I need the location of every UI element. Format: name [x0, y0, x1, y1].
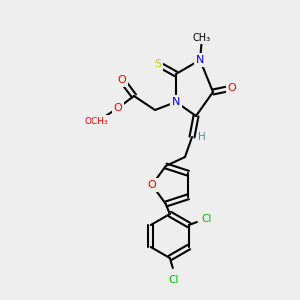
Text: N: N — [196, 55, 204, 65]
Text: O: O — [114, 103, 122, 113]
Text: O: O — [228, 83, 236, 93]
Text: CH₃: CH₃ — [193, 33, 211, 43]
Text: O: O — [118, 75, 126, 85]
Text: OCH₃: OCH₃ — [84, 116, 108, 125]
Text: N: N — [172, 97, 180, 107]
Text: S: S — [154, 59, 162, 69]
Text: Cl: Cl — [169, 275, 179, 285]
Text: Cl: Cl — [202, 214, 212, 224]
Text: H: H — [198, 132, 206, 142]
Text: O: O — [148, 180, 156, 190]
